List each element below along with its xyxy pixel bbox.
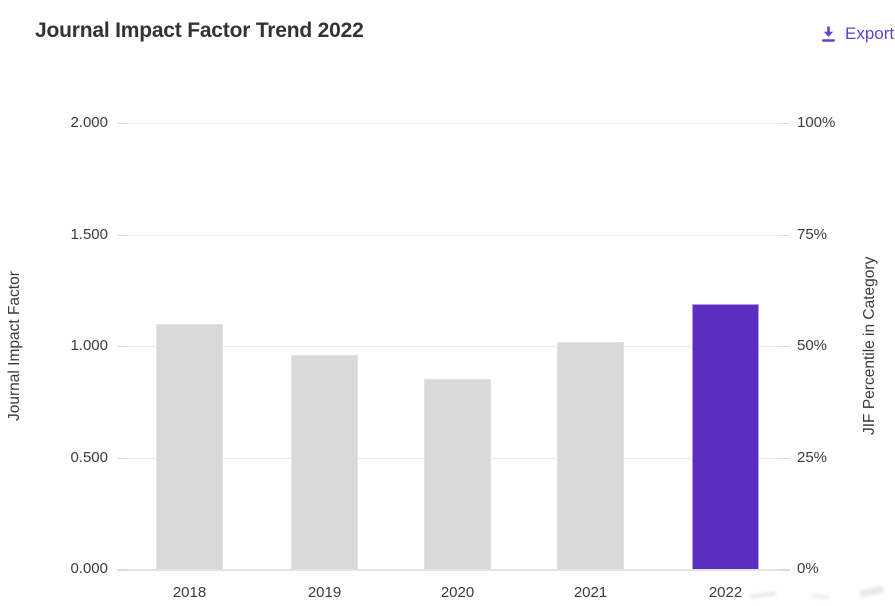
y-axis-right-title: JIF Percentile in Category xyxy=(861,256,878,436)
gridline xyxy=(117,234,790,236)
x-axis-baseline xyxy=(117,569,790,571)
y-axis-left-tick-label: 1.000 xyxy=(70,337,108,354)
y-axis-left-tick-label: 1.500 xyxy=(70,225,108,243)
bar-2020[interactable] xyxy=(424,379,491,569)
page-title: Journal Impact Factor Trend 2022 xyxy=(35,19,364,42)
y-axis-left-tick-label: 0.500 xyxy=(70,448,108,466)
export-button-label: Export xyxy=(845,24,895,43)
bar-2021[interactable] xyxy=(557,342,624,569)
x-axis-tick-label: 2020 xyxy=(440,584,475,601)
gridline xyxy=(117,346,790,347)
bar-2022[interactable] xyxy=(692,304,759,569)
y-axis-right-tick-label: 75% xyxy=(797,225,828,243)
gridline xyxy=(117,123,790,124)
x-axis-tick-label: 2019 xyxy=(307,584,342,601)
y-axis-left-tick-label: 2.000 xyxy=(70,114,108,131)
x-axis-tick-label: 2022 xyxy=(708,584,743,601)
x-axis-tick-label: 2021 xyxy=(573,584,608,601)
bar-2019[interactable] xyxy=(291,355,358,569)
y-axis-right-tick-label: 0% xyxy=(797,560,819,577)
download-icon xyxy=(821,26,836,43)
bar-2018[interactable] xyxy=(156,324,223,569)
plot-area xyxy=(117,123,790,571)
y-axis-right-tick-label: 25% xyxy=(797,448,828,466)
export-button[interactable]: Export xyxy=(821,24,894,44)
y-axis-right-tick-label: 50% xyxy=(797,337,828,354)
y-axis-left-tick-label: 0.000 xyxy=(70,560,108,577)
x-axis-tick-label: 2018 xyxy=(172,584,207,601)
y-axis-right-tick-label: 100% xyxy=(797,114,836,131)
watermark xyxy=(742,584,892,604)
